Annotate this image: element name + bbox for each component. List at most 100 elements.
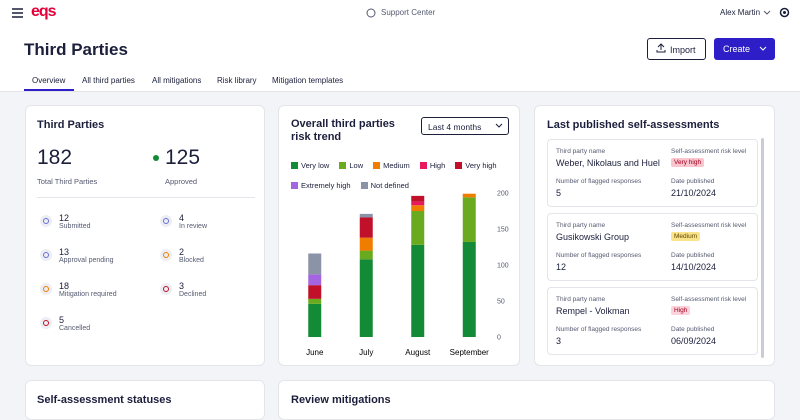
x-tick-label: June	[306, 348, 324, 357]
status-text: 5 Cancelled	[59, 315, 90, 332]
status-icon	[40, 317, 52, 329]
assessment-card: Third party name Weber, Nikolaus and Huel…	[547, 139, 758, 207]
page-title: Third Parties	[24, 40, 128, 59]
status-label: Mitigation required	[59, 291, 117, 298]
risk-badge: Medium	[671, 232, 701, 241]
bar-segment	[359, 259, 373, 337]
legend-label: Not defined	[370, 181, 409, 190]
status-count: 13	[59, 247, 70, 257]
flagged-count: 12	[556, 262, 567, 272]
icon-glyph	[163, 218, 169, 224]
bar-segment	[411, 244, 425, 337]
period-label: Last 4 months	[428, 122, 482, 132]
field-label: Self-assessment risk level	[671, 148, 747, 155]
bar-segment	[308, 298, 322, 304]
assessment-card: Third party name Gusikowski Group Self-ass…	[547, 213, 758, 281]
x-tick-label: July	[359, 348, 373, 357]
status-item: 2 Blocked	[160, 247, 260, 264]
tab[interactable]: All third parties	[82, 76, 135, 85]
legend-swatch	[339, 162, 347, 169]
bar-segment	[359, 213, 373, 218]
field-label: Third party name	[556, 222, 606, 229]
field-label: Number of flagged responses	[556, 178, 642, 185]
card-title: Last published self-assessments	[547, 119, 720, 131]
legend-swatch	[455, 162, 463, 169]
tab[interactable]: Overview	[32, 76, 66, 85]
legend-item: High	[419, 161, 445, 170]
assessment-card: Third party name Rempel - Volkman Self-ass…	[547, 287, 758, 355]
flagged-count: 3	[556, 336, 562, 346]
field-label: Number of flagged responses	[556, 252, 642, 259]
tab[interactable]: All mitigations	[152, 76, 202, 85]
bar-segment	[308, 253, 322, 275]
bar-segment	[359, 217, 373, 238]
legend-swatch	[291, 162, 298, 169]
y-tick-label: 150	[497, 227, 509, 234]
period-select[interactable]: Last 4 months	[421, 117, 509, 135]
legend-item: Medium	[373, 161, 410, 170]
help-icon	[366, 8, 376, 18]
tab-indicator	[24, 89, 74, 91]
support-link[interactable]: Support Center	[381, 8, 436, 17]
approved-label: Approved	[165, 177, 198, 186]
tab[interactable]: Mitigation templates	[272, 76, 344, 85]
status-label: Cancelled	[59, 325, 91, 332]
status-text: 18 Mitigation required	[59, 281, 117, 298]
chevron	[759, 46, 767, 51]
statuses-card: Self-assessment statuses	[25, 380, 265, 420]
chevron	[763, 10, 771, 15]
card-title: Review mitigations	[291, 394, 391, 406]
status-item: 3 Declined	[160, 281, 260, 298]
status-count: 12	[59, 213, 70, 223]
chevron	[495, 123, 503, 128]
legend-item: Low	[339, 161, 363, 170]
status-icon	[40, 283, 52, 295]
status-item: 13 Approval pending	[40, 247, 160, 264]
logo[interactable]: eqs	[31, 3, 57, 20]
field-label: Third party name	[556, 148, 606, 155]
icon-glyph	[43, 286, 49, 292]
party-name: Gusikowski Group	[556, 232, 630, 242]
legend-label: Very low	[301, 161, 330, 170]
status-list: 12 Submitted 4 In review 13 Approval pending 2…	[40, 213, 260, 332]
create-button[interactable]: Create	[714, 38, 775, 60]
tab[interactable]: Risk library	[217, 76, 257, 85]
field-label: Number of flagged responses	[556, 326, 642, 333]
date-published: 21/10/2024	[671, 188, 717, 198]
card-title: Third Parties	[37, 119, 105, 131]
icon-glyph	[163, 286, 169, 292]
bar-segment	[359, 237, 373, 251]
menu-icon[interactable]	[12, 8, 24, 18]
party-name: Rempel - Volkman	[556, 306, 630, 316]
legend-swatch	[373, 162, 381, 169]
x-tick-label: September	[450, 348, 489, 357]
status-count: 4	[179, 213, 185, 223]
status-label: Approval pending	[59, 257, 114, 264]
total-count: 182	[37, 146, 73, 169]
bar-segment	[411, 195, 425, 202]
import-button[interactable]: Import	[647, 38, 706, 60]
icon-glyph	[43, 320, 49, 326]
settings-icon[interactable]	[779, 7, 790, 18]
import-icon	[656, 43, 666, 53]
date-published: 14/10/2024	[671, 262, 717, 272]
bar-segment	[411, 205, 425, 211]
legend-item: Not defined	[360, 181, 409, 190]
user-menu[interactable]: Alex Martin	[720, 8, 761, 17]
status-count: 3	[179, 281, 185, 291]
icon-glyph	[43, 252, 49, 258]
mitigations-card: Review mitigations	[278, 380, 775, 420]
y-tick-label: 200	[497, 191, 509, 198]
scrollbar[interactable]	[761, 138, 764, 358]
approved-count: 125	[165, 146, 201, 169]
legend-label: Low	[349, 161, 364, 170]
status-label: Blocked	[179, 257, 204, 264]
legend-item: Very high	[455, 161, 497, 170]
status-icon	[160, 215, 172, 227]
bar-segment	[411, 211, 425, 245]
summary-card: Third Parties 182 Total Third Parties 12…	[25, 105, 265, 366]
status-icon	[160, 249, 172, 261]
status-label: Declined	[179, 291, 207, 298]
status-item: 12 Submitted	[40, 213, 160, 230]
